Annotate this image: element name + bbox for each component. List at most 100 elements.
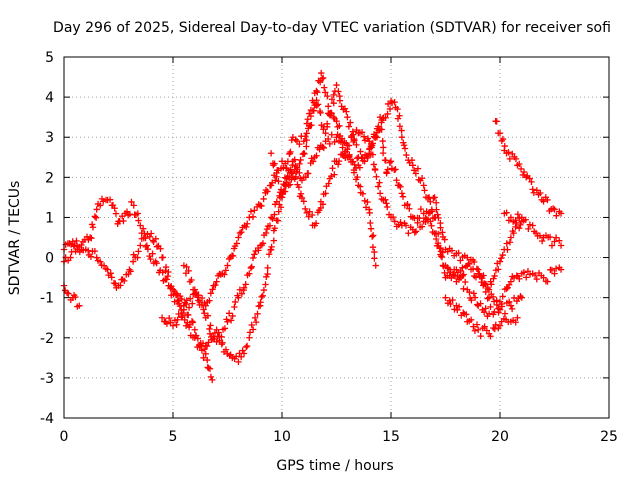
data-point-interp [402, 222, 410, 229]
data-point-interp [328, 96, 336, 103]
data-point-interp [401, 145, 409, 152]
data-point-interp [189, 300, 196, 307]
data-point-interp [222, 346, 230, 353]
data-point-interp [135, 248, 142, 255]
y-tick-label: 3 [45, 130, 54, 146]
data-point [322, 190, 329, 197]
data-point-interp [295, 184, 303, 191]
data-point-interp [466, 288, 473, 296]
data-point-interp [471, 258, 478, 266]
data-point-interp [328, 131, 335, 138]
data-point-interp [175, 297, 182, 304]
data-point-interp [149, 250, 156, 257]
data-point-interp [516, 275, 523, 283]
plot-frame [63, 56, 610, 419]
data-point-interp [391, 218, 399, 225]
data-point-interp [382, 114, 389, 121]
data-point-interp [179, 312, 186, 320]
data-point-interp [526, 175, 533, 182]
data-point-interp [221, 325, 229, 332]
data-point-interp [418, 223, 426, 230]
data-point [148, 230, 155, 237]
data-point [267, 214, 275, 221]
data-point-interp [510, 229, 517, 237]
data-point-interp [277, 204, 285, 211]
data-point-interp [293, 164, 301, 171]
data-point-interp [313, 97, 320, 104]
data-point [485, 294, 493, 301]
data-point-interp [287, 166, 294, 173]
data-point-interp [404, 200, 411, 208]
data-point-interp [319, 201, 327, 208]
data-point-interp [454, 306, 461, 314]
data-point-interp [358, 129, 366, 136]
data-point-interp [469, 265, 477, 273]
data-point-interp [185, 311, 192, 319]
data-point-interp [391, 98, 398, 106]
data-point-interp [508, 305, 516, 313]
data-point-interp [159, 269, 166, 276]
data-point-interp [264, 270, 271, 278]
data-point-interp [142, 234, 149, 242]
data-point-interp [421, 187, 428, 194]
data-point-interp [533, 187, 541, 194]
data-point [100, 198, 107, 205]
data-point-interp [243, 343, 250, 351]
data-point-interp [331, 138, 338, 146]
data-point-interp [238, 228, 245, 236]
data-point-interp [91, 213, 99, 220]
data-point-interp [272, 177, 279, 184]
data-point-interp [317, 204, 324, 212]
data-point [65, 290, 72, 297]
data-point [169, 322, 177, 329]
y-axis-label: SDTVAR / TECUs [7, 181, 23, 296]
data-point-interp [330, 99, 337, 107]
data-point-interp [157, 245, 164, 252]
data-point-interp [488, 281, 495, 288]
data-point-interp [438, 253, 446, 261]
data-point-interp [334, 161, 342, 168]
data-point-interp [198, 294, 206, 302]
data-point-interp [399, 193, 407, 200]
data-point-interp [544, 196, 551, 204]
data-point-interp [307, 106, 315, 114]
data-point [137, 222, 144, 229]
data-point-interp [108, 274, 115, 281]
data-point-interp [473, 321, 481, 328]
data-point-interp [504, 284, 511, 291]
data-point-interp [370, 161, 377, 168]
data-point-interp [336, 122, 343, 130]
data-point-interp [134, 210, 142, 217]
data-point-interp [414, 165, 422, 172]
data-point-interp [347, 119, 354, 126]
data-point-interp [165, 268, 172, 276]
data-point-interp [412, 228, 420, 235]
data-point-interp [227, 317, 235, 324]
data-point [431, 194, 438, 201]
data-point-interp [254, 310, 261, 318]
data-point-interp [441, 236, 448, 243]
data-point-interp [433, 206, 440, 213]
data-point-interp [520, 269, 528, 276]
data-point-interp [503, 209, 510, 216]
data-point-interp [517, 293, 524, 300]
data-point-interp [439, 249, 446, 256]
data-point-interp [273, 169, 280, 177]
data-point-interp [369, 140, 376, 147]
data-point-interp [470, 290, 477, 297]
data-point [355, 154, 362, 161]
data-point-interp [366, 209, 373, 217]
data-point-interp [437, 224, 444, 231]
data-point-interp [371, 255, 378, 262]
data-point-interp [87, 253, 95, 260]
data-point-interp [491, 308, 498, 316]
data-point-interp [301, 150, 308, 157]
data-point-interp [260, 195, 267, 203]
data-point-interp [353, 141, 360, 149]
data-point-interp [263, 225, 271, 233]
data-point-interp [477, 332, 484, 340]
data-point-interp [314, 101, 322, 108]
data-point [213, 338, 220, 345]
data-point-interp [88, 234, 95, 242]
data-point-interp [459, 264, 466, 271]
